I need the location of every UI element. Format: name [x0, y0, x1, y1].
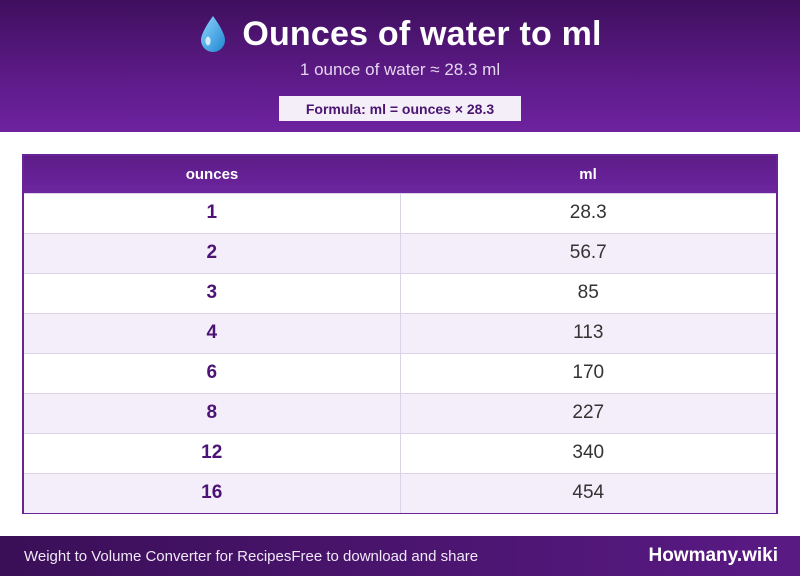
- title-row: Ounces of water to ml: [0, 12, 800, 56]
- table-row: 4 113: [24, 312, 776, 353]
- table-row: 2 56.7: [24, 232, 776, 273]
- ml-cell: 227: [400, 392, 776, 433]
- ounces-cell: 4: [24, 312, 401, 353]
- footer-bar: Weight to Volume Converter for RecipesFr…: [0, 536, 800, 576]
- ounces-cell: 8: [24, 392, 401, 433]
- ounces-cell: 3: [24, 272, 401, 313]
- header-banner: Ounces of water to ml 1 ounce of water ≈…: [0, 0, 800, 132]
- ml-cell: 113: [400, 312, 776, 353]
- ounces-cell: 12: [24, 432, 401, 473]
- ml-cell: 85: [400, 272, 776, 313]
- conversion-table-grid: ounces ml 1 28.3 2 56.7 3 85 4 113 6: [24, 156, 776, 513]
- table-row: 12 340: [24, 432, 776, 473]
- water-drop-icon: [198, 14, 228, 54]
- ml-cell: 170: [400, 352, 776, 393]
- footer-tagline: Weight to Volume Converter for RecipesFr…: [24, 547, 479, 565]
- conversion-table: ounces ml 1 28.3 2 56.7 3 85 4 113 6: [22, 154, 778, 514]
- table-row: 1 28.3: [24, 192, 776, 233]
- ounces-cell: 16: [24, 472, 401, 513]
- column-header-ounces: ounces: [185, 165, 239, 183]
- ml-cell: 340: [400, 432, 776, 473]
- table-row: 8 227: [24, 392, 776, 433]
- page-title: Ounces of water to ml: [242, 14, 602, 53]
- table-row: 6 170: [24, 352, 776, 393]
- table-row: 3 85: [24, 272, 776, 313]
- subtitle: 1 ounce of water ≈ 28.3 ml: [299, 60, 501, 79]
- ounces-cell: 6: [24, 352, 401, 393]
- formula-badge: Formula: ml = ounces × 28.3: [279, 96, 521, 121]
- table-row: 16 454: [24, 472, 776, 513]
- table-header-row: ounces ml: [24, 156, 776, 193]
- ml-cell: 56.7: [400, 232, 776, 273]
- ml-cell: 28.3: [400, 192, 776, 233]
- brand-link[interactable]: Howmany.wiki: [648, 545, 778, 566]
- ounces-cell: 1: [24, 192, 401, 233]
- column-header-ml: ml: [579, 165, 597, 183]
- ounces-cell: 2: [24, 232, 401, 273]
- ml-cell: 454: [400, 472, 776, 513]
